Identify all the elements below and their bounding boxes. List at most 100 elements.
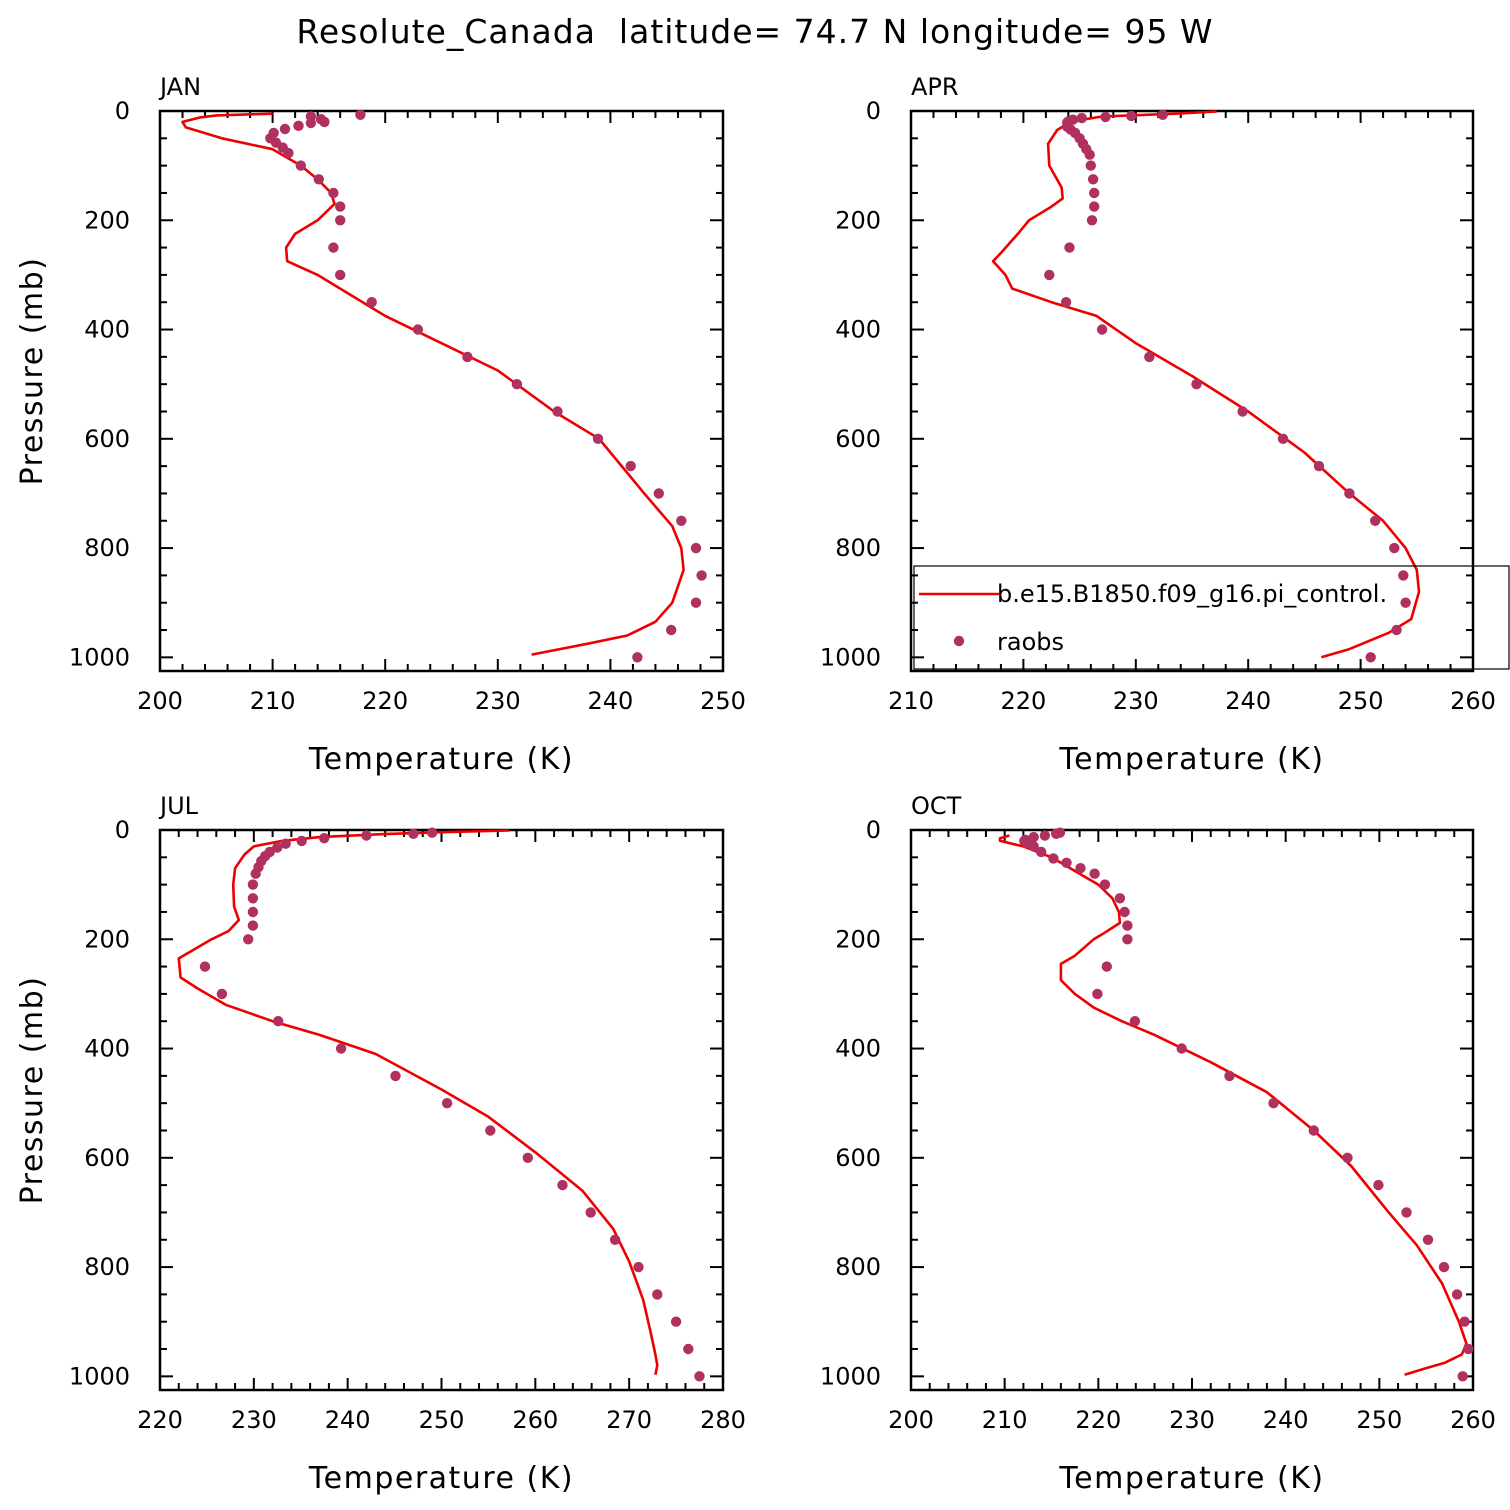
model-line [177, 829, 659, 1375]
obs-point [273, 1016, 284, 1027]
x-tick-label: 260 [1450, 1406, 1496, 1434]
obs-point [1237, 406, 1248, 417]
obs-point [683, 1343, 694, 1355]
obs-point [319, 116, 330, 128]
obs-point [676, 515, 687, 526]
x-tick-label: 230 [1113, 687, 1159, 715]
y-tick-label: 800 [835, 534, 881, 562]
obs-point [1099, 879, 1111, 890]
obs-point [1391, 624, 1402, 636]
y-tick-label: 800 [84, 534, 130, 562]
obs-point [690, 542, 702, 554]
obs-point [522, 1152, 533, 1164]
y-tick-label: 400 [835, 316, 881, 344]
obs-point [625, 460, 636, 472]
y-axis-title: Pressure (mb) [15, 257, 50, 486]
panel-label: JAN [158, 73, 201, 101]
y-tick-label: 400 [84, 1035, 130, 1063]
obs-point [1457, 1371, 1468, 1382]
plot-frame [158, 109, 725, 673]
obs-point [1089, 201, 1100, 212]
obs-point [1060, 297, 1072, 308]
y-tick-label: 0 [115, 816, 130, 844]
obs-point [313, 174, 324, 185]
obs-point [1422, 1234, 1434, 1246]
x-tick-label: 200 [137, 687, 183, 715]
obs-point [295, 160, 306, 171]
x-tick-label: 240 [587, 687, 633, 715]
obs-point [279, 123, 291, 135]
y-tick-label: 400 [84, 316, 130, 344]
obs-point [335, 1043, 347, 1054]
obs-point [243, 934, 254, 945]
obs-point [1389, 542, 1400, 554]
y-tick-label: 0 [866, 97, 881, 125]
obs-point [1313, 460, 1325, 472]
obs-point [552, 406, 563, 417]
legend-box [913, 565, 1510, 670]
x-tick-label: 210 [888, 687, 934, 715]
y-tick-label: 200 [84, 925, 130, 953]
obs-point [1076, 112, 1088, 124]
y-tick-label: 800 [84, 1253, 130, 1281]
legend-model-label: b.e15.B1850.f09_g16.pi_control. [997, 580, 1387, 608]
obs-point [293, 120, 304, 131]
obs-point [247, 906, 259, 918]
x-axis-title: Temperature (K) [1058, 742, 1324, 777]
obs-point [694, 1371, 705, 1382]
x-tick-label: 270 [606, 1406, 652, 1434]
obs-point [592, 433, 604, 444]
obs-point [1122, 934, 1133, 945]
y-tick-label: 1000 [69, 1362, 130, 1390]
obs-point [696, 570, 707, 581]
obs-point [1064, 242, 1075, 253]
y-tick-label: 800 [835, 1253, 881, 1281]
obs-point [1129, 1016, 1141, 1027]
obs-point [670, 1316, 682, 1327]
obs-point [632, 652, 643, 663]
obs-point [1051, 828, 1062, 839]
obs-point [1157, 109, 1169, 121]
obs-point [1048, 853, 1059, 864]
x-axis-title: Temperature (K) [1058, 1461, 1324, 1496]
obs-point [1144, 351, 1155, 363]
plot-frame [909, 828, 1475, 1392]
obs-point [1036, 846, 1047, 858]
obs-point [390, 1070, 401, 1082]
obs-point [1400, 597, 1411, 608]
obs-point [1365, 652, 1376, 663]
obs-point [1191, 379, 1202, 390]
obs-point [1277, 433, 1289, 444]
obs-point [1084, 149, 1095, 160]
obs-point [335, 269, 346, 281]
obs-point [1342, 1152, 1353, 1164]
obs-point [247, 893, 259, 904]
obs-point [1086, 215, 1098, 226]
y-tick-label: 200 [84, 206, 130, 234]
obs-point [585, 1207, 596, 1218]
x-tick-label: 210 [250, 687, 296, 715]
y-tick-label: 0 [866, 816, 881, 844]
obs-point [408, 828, 419, 839]
y-tick-label: 600 [835, 1144, 881, 1172]
obs-point [1089, 187, 1100, 199]
obs-point [1268, 1098, 1279, 1109]
x-tick-label: 230 [231, 1406, 277, 1434]
obs-point [355, 109, 366, 121]
x-axis-title: Temperature (K) [308, 742, 574, 777]
y-axis-title: Pressure (mb) [15, 976, 50, 1205]
obs-point [666, 624, 677, 636]
obs-point [462, 351, 473, 363]
y-tick-label: 1000 [820, 643, 881, 671]
obs-point [1096, 324, 1108, 335]
obs-point [272, 842, 283, 853]
obs-point [1044, 269, 1055, 281]
x-tick-label: 210 [982, 1406, 1028, 1434]
model-line [998, 834, 1468, 1376]
panel-label: OCT [911, 792, 962, 820]
y-tick-label: 200 [835, 925, 881, 953]
obs-point [1308, 1125, 1320, 1136]
obs-point [1114, 893, 1126, 904]
panel-jan: JAN 200 210 220 230 240 250 0 200 400 600 800 1000 Te… [15, 73, 746, 777]
